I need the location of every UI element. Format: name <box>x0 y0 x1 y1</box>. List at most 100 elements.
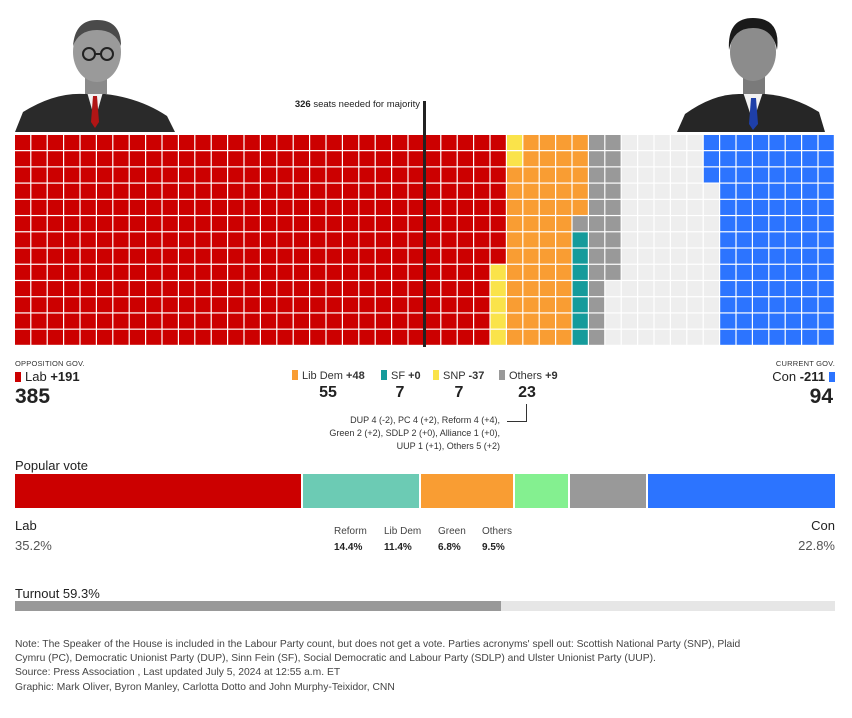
seat-lab <box>310 216 326 232</box>
seat-con <box>769 232 785 248</box>
seat-lab <box>408 313 424 329</box>
seat-lab <box>261 151 277 167</box>
seat-lab <box>146 167 162 183</box>
seat-lab <box>457 329 473 345</box>
seat-lab <box>129 281 145 297</box>
seat-lab <box>293 313 309 329</box>
seat-con <box>720 216 736 232</box>
seat-lab <box>97 151 113 167</box>
seat-lab <box>211 216 227 232</box>
seat-lab <box>490 199 506 215</box>
seat-undeclared <box>671 167 687 183</box>
seat-lib-dem <box>572 135 588 151</box>
others-breakdown: DUP 4 (-2), PC 4 (+2), Reform 4 (+4), Gr… <box>300 414 500 453</box>
seat-lib-dem <box>539 313 555 329</box>
seat-lab <box>375 248 391 264</box>
seat-undeclared <box>621 135 637 151</box>
turnout-title: Turnout 59.3% <box>15 586 100 601</box>
pv-libdem-name: Lib Dem <box>384 526 422 537</box>
seat-lab <box>277 232 293 248</box>
seat-lab <box>326 135 342 151</box>
seat-others <box>589 216 605 232</box>
seat-lab <box>211 199 227 215</box>
seat-lib-dem <box>523 264 539 280</box>
seat-con <box>802 329 818 345</box>
seat-undeclared <box>687 183 703 199</box>
seat-lib-dem <box>507 281 523 297</box>
seat-lab <box>310 199 326 215</box>
seat-lab <box>392 313 408 329</box>
others-name: Others <box>509 370 543 382</box>
seat-lab <box>359 199 375 215</box>
pv-con-pct: 22.8% <box>798 538 835 553</box>
seat-lab <box>195 167 211 183</box>
seat-undeclared <box>687 232 703 248</box>
seat-con <box>769 264 785 280</box>
seat-lab <box>375 216 391 232</box>
seat-undeclared <box>638 329 654 345</box>
seat-lab <box>113 199 129 215</box>
seat-lab <box>441 264 457 280</box>
seat-others <box>589 281 605 297</box>
seat-lab <box>277 297 293 313</box>
seat-con <box>720 183 736 199</box>
seat-lab <box>146 313 162 329</box>
seat-lab <box>146 281 162 297</box>
seat-lab <box>113 329 129 345</box>
seat-lab <box>441 216 457 232</box>
seat-lab <box>392 167 408 183</box>
seat-undeclared <box>703 297 719 313</box>
seat-lab <box>293 329 309 345</box>
seat-lab <box>47 135 63 151</box>
seat-con <box>769 151 785 167</box>
seat-con <box>818 135 834 151</box>
seat-undeclared <box>687 216 703 232</box>
seat-lib-dem <box>507 199 523 215</box>
seat-lab <box>47 167 63 183</box>
seat-lab <box>326 167 342 183</box>
seat-con <box>802 135 818 151</box>
sf-change: +0 <box>408 370 421 382</box>
seat-lab <box>80 329 96 345</box>
seat-lab <box>392 232 408 248</box>
seat-lab <box>310 248 326 264</box>
seat-lab <box>310 329 326 345</box>
seat-lab <box>441 199 457 215</box>
seat-lab <box>457 248 473 264</box>
seat-lab <box>343 151 359 167</box>
seat-lab <box>47 281 63 297</box>
pv-reform-name: Reform <box>334 526 367 537</box>
seat-lab <box>80 264 96 280</box>
seat-lib-dem <box>556 167 572 183</box>
others-change: +9 <box>545 370 558 382</box>
seat-con <box>753 167 769 183</box>
seat-lab <box>244 151 260 167</box>
seat-undeclared <box>703 264 719 280</box>
seat-lab <box>31 216 47 232</box>
seat-undeclared <box>621 199 637 215</box>
seat-lab <box>310 281 326 297</box>
seat-lab <box>326 216 342 232</box>
seat-undeclared <box>621 183 637 199</box>
others-seat-label: Others +9 <box>499 370 558 382</box>
seat-undeclared <box>671 329 687 345</box>
seat-others <box>589 232 605 248</box>
seat-lab <box>441 151 457 167</box>
seat-con <box>769 281 785 297</box>
snp-seat-label: SNP -37 <box>433 370 484 382</box>
seat-con <box>769 216 785 232</box>
seat-lab <box>474 297 490 313</box>
seat-lab <box>343 313 359 329</box>
seat-lib-dem <box>556 264 572 280</box>
seat-con <box>753 232 769 248</box>
seat-con <box>818 248 834 264</box>
footnote-line: Note: The Speaker of the House is includ… <box>15 639 741 650</box>
seat-lab <box>293 297 309 313</box>
pv-libdem-pct: 11.4% <box>384 542 412 553</box>
seat-lab <box>293 264 309 280</box>
seat-con <box>753 297 769 313</box>
seat-others <box>589 297 605 313</box>
seat-con <box>818 329 834 345</box>
seat-con <box>802 264 818 280</box>
seat-con <box>818 151 834 167</box>
